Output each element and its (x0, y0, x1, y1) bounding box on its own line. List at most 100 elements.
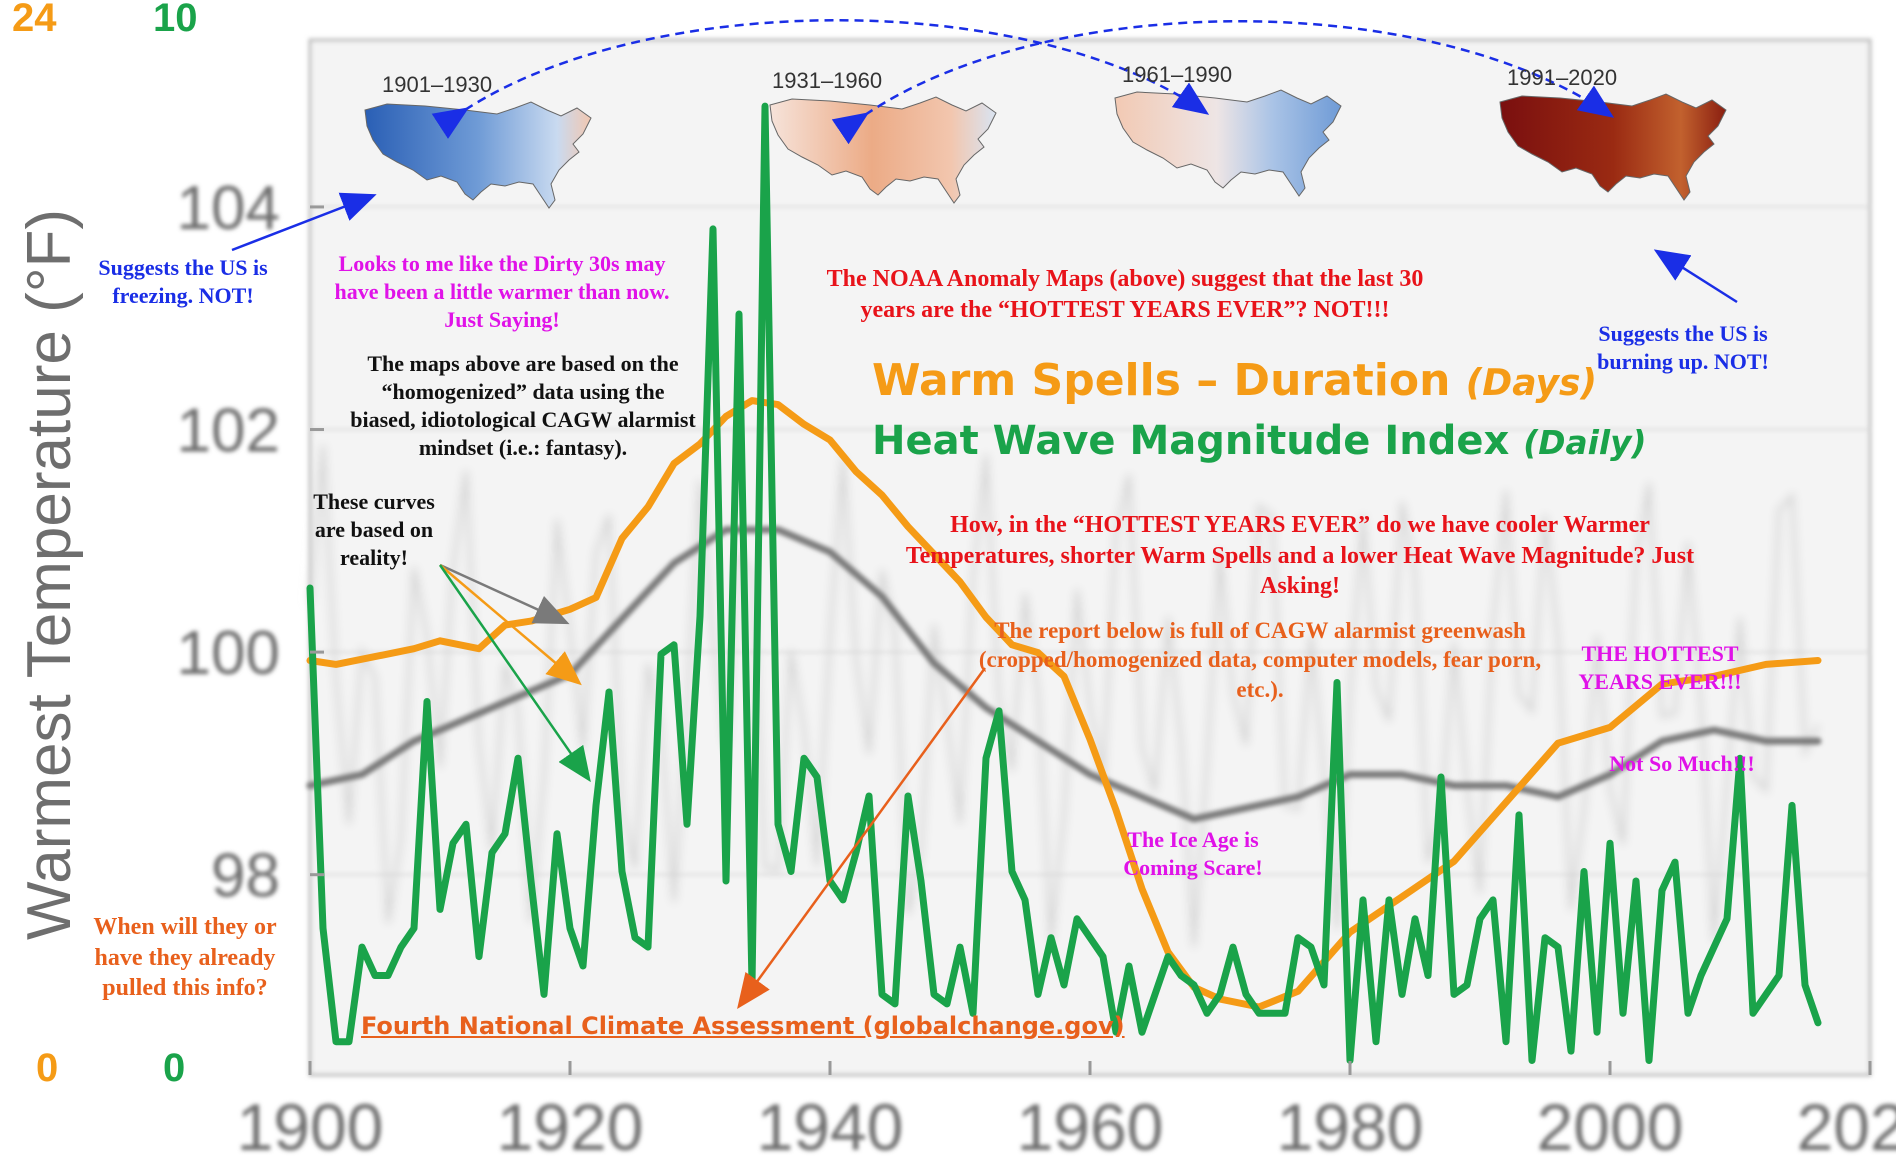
arrow-reality-green (438, 564, 591, 783)
data-point (1700, 975, 1702, 977)
annotation-hottest: THE HOTTEST YEARS EVER!!! (1578, 641, 1742, 695)
data-point (569, 928, 571, 930)
data-point (894, 1003, 896, 1005)
y-axis-label: Warmest Temperature (°F) (14, 200, 104, 960)
data-point (413, 740, 415, 742)
data-point (816, 776, 818, 778)
data-point (868, 795, 870, 797)
data-point (725, 880, 727, 882)
data-point (725, 529, 727, 531)
data-point (1765, 994, 1767, 996)
data-point (933, 662, 935, 664)
data-point (985, 707, 987, 709)
data-point (1479, 918, 1481, 920)
plot-area (308, 38, 1872, 1077)
data-point (1180, 975, 1182, 977)
data-point (647, 506, 649, 508)
data-point (1505, 802, 1507, 804)
legend-heat-wave-unit: (Daily) (1523, 424, 1647, 462)
data-point (1089, 774, 1091, 776)
data-point (478, 956, 480, 958)
data-point (699, 443, 701, 445)
data-point (1063, 984, 1065, 986)
data-point (426, 701, 428, 703)
x-tick-label: 1920 (497, 1090, 644, 1160)
data-point (569, 609, 571, 611)
data-point (1648, 1060, 1650, 1062)
data-point (1661, 890, 1663, 892)
data-point (933, 994, 935, 996)
y-axis: 98 100 102 104 (177, 174, 324, 911)
data-point (1297, 937, 1299, 939)
data-point (1609, 727, 1611, 729)
data-point (1024, 899, 1026, 901)
data-point (790, 871, 792, 873)
data-point (335, 664, 337, 666)
data-point (751, 400, 753, 402)
data-point (1453, 994, 1455, 996)
data-point (998, 710, 1000, 712)
data-point (504, 833, 506, 835)
map-year-label: 1991–2020 (1507, 65, 1618, 90)
data-point (621, 538, 623, 540)
data-point (881, 494, 883, 496)
data-point (1076, 918, 1078, 920)
data-point (530, 620, 532, 622)
data-point (699, 616, 701, 618)
annotation-homogenized: The maps above are based on the “homogen… (350, 351, 696, 461)
annotation-burning: Suggests the US is burning up. NOT! (1597, 321, 1769, 375)
data-point (1557, 796, 1559, 798)
data-point (1388, 899, 1390, 901)
data-point (1492, 899, 1494, 901)
data-point (1349, 931, 1351, 933)
data-point (1778, 975, 1780, 977)
data-point (647, 946, 649, 948)
data-point (1505, 1041, 1507, 1043)
data-point (478, 648, 480, 650)
arrow-report (737, 667, 987, 1010)
data-point (595, 805, 597, 807)
data-point (1518, 814, 1520, 816)
data-point (660, 653, 662, 655)
data-point (1050, 937, 1052, 939)
data-point (1141, 796, 1143, 798)
orange-scale-top: 24 (12, 0, 57, 40)
data-point (855, 471, 857, 473)
legend-heat-wave-title: Heat Wave Magnitude Index (872, 418, 1510, 464)
x-tick-label: 1960 (1017, 1090, 1164, 1160)
data-point (309, 785, 311, 787)
annotation-report: The report below is full of CAGW alarmis… (978, 618, 1542, 702)
legend-warm-spells-title: Warm Spells – Duration (872, 355, 1451, 406)
data-point (582, 965, 584, 967)
data-point (1570, 1050, 1572, 1052)
data-point (985, 757, 987, 759)
data-point (465, 824, 467, 826)
data-point (959, 946, 961, 948)
data-point (1102, 956, 1104, 958)
data-point (1817, 1022, 1819, 1024)
source-link[interactable]: Fourth National Climate Assessment (glob… (361, 1012, 1125, 1040)
data-point (439, 909, 441, 911)
data-point (1375, 1041, 1377, 1043)
data-point (1466, 984, 1468, 986)
data-point (1089, 937, 1091, 939)
data-point (1791, 805, 1793, 807)
annotation-reality: These curves are based on reality! (313, 489, 435, 571)
data-point (1622, 1013, 1624, 1015)
data-point (1154, 994, 1156, 996)
data-point (920, 880, 922, 882)
data-point (608, 691, 610, 693)
data-point (764, 105, 766, 107)
data-point (1427, 975, 1429, 977)
data-point (413, 928, 415, 930)
data-point (1752, 1013, 1754, 1015)
annotation-ice-age: The Ice Age is Coming Scare! (1123, 827, 1263, 881)
data-point (751, 984, 753, 986)
data-point (712, 228, 714, 230)
data-point (1362, 899, 1364, 901)
green-scale-top: 10 (153, 0, 198, 40)
data-point (777, 529, 779, 531)
data-point (1817, 660, 1819, 662)
data-point (361, 946, 363, 948)
